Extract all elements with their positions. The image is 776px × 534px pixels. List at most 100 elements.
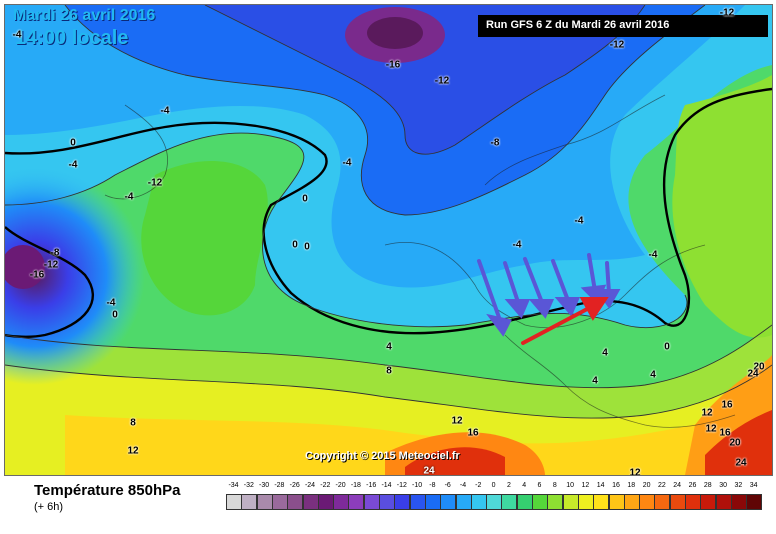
scale-tick-label: -18 <box>350 482 361 489</box>
coastline-europe <box>384 242 706 329</box>
isotherm-label: 0 <box>304 241 310 253</box>
isotherm-minus-4 <box>5 132 688 329</box>
scale-swatch <box>363 494 380 510</box>
isotherm-label: -4 <box>512 239 522 251</box>
scale-swatch <box>516 494 533 510</box>
isotherm-label: -12 <box>43 259 59 271</box>
scale-swatch <box>317 494 334 510</box>
isotherm-label: 12 <box>629 467 641 476</box>
scale-tick-label: -14 <box>381 482 392 489</box>
scale-tick-label: -16 <box>366 482 377 489</box>
scale-swatch <box>532 494 548 510</box>
isotherm-0-west <box>5 226 95 338</box>
coastline-greenland <box>104 104 168 200</box>
scale-tick-label: 4 <box>522 482 527 489</box>
isotherm-label: -12 <box>147 177 163 189</box>
scale-swatch <box>256 494 273 510</box>
scale-swatch <box>746 494 763 510</box>
run-banner: Run GFS 6 Z du Mardi 26 avril 2016 <box>478 15 768 37</box>
scale-tick-label: -32 <box>243 482 254 489</box>
coastline-mediterranean <box>504 334 736 428</box>
scale-tick-label: 18 <box>627 482 636 489</box>
isotherm-label: -4 <box>342 157 352 169</box>
scale-swatch <box>226 494 242 510</box>
scale-swatch <box>333 494 350 510</box>
scale-tick-label: 0 <box>491 482 496 489</box>
forecast-offset: (+ 6h) <box>34 501 64 513</box>
isotherm-0 <box>5 87 772 335</box>
scale-tick-label: -12 <box>396 482 407 489</box>
isotherm-label: 4 <box>650 369 656 381</box>
isotherm-label: -4 <box>124 191 134 203</box>
scale-tick-label: 20 <box>642 482 651 489</box>
isotherm-label: 12 <box>127 445 139 457</box>
scale-tick-label: -20 <box>335 482 346 489</box>
isotherm-label: -8 <box>490 137 500 149</box>
scale-tick-label: -6 <box>444 482 451 489</box>
western-low <box>5 165 145 385</box>
scale-swatch <box>302 494 319 510</box>
scale-swatch <box>440 494 457 510</box>
isotherm-label: -4 <box>68 159 78 171</box>
scale-tick-label: 32 <box>734 482 743 489</box>
scale-tick-label: 2 <box>506 482 511 489</box>
scale-swatch <box>486 494 503 510</box>
scale-swatch <box>470 494 487 510</box>
scale-tick-label: -30 <box>259 482 270 489</box>
temperature-map: Mardi 26 avril 2016 14:00 locale Run GFS… <box>4 4 773 476</box>
scale-tick-label: 24 <box>673 482 682 489</box>
scale-swatch <box>271 494 288 510</box>
color-scale: -34 -32 -30 -28 -26 -24 -22 -20 -18 -16 -14 -12 -10-… <box>226 482 766 518</box>
scale-swatch <box>669 494 686 510</box>
isotherm-label: -12 <box>719 7 735 19</box>
scale-tick-label: -26 <box>289 482 300 489</box>
coastline-scandinavia <box>484 94 666 186</box>
scale-tick-label: 26 <box>688 482 697 489</box>
isotherm-label: 8 <box>386 365 392 377</box>
isotherm-label: 12 <box>701 407 713 419</box>
scale-tick-label: -4 <box>459 482 467 489</box>
isotherm-label: -16 <box>385 59 401 71</box>
scale-swatch <box>348 494 365 510</box>
warm-air-arrow <box>521 297 609 345</box>
copyright-text: Copyright © 2015 Meteociel.fr <box>305 450 460 462</box>
scale-tick-label: -24 <box>304 482 316 489</box>
isotherm-label: 24 <box>423 465 435 476</box>
scale-tick-label: -8 <box>429 482 436 489</box>
isotherm-label: -16 <box>29 269 45 281</box>
isotherm-label: 20 <box>753 361 765 373</box>
scale-swatch <box>730 494 747 510</box>
isotherm-label: 20 <box>729 437 741 449</box>
atlantic-ridge-green <box>141 161 268 316</box>
scale-tick-label: 6 <box>537 482 542 489</box>
western-low-core <box>5 245 45 289</box>
isotherm-label: 0 <box>292 239 298 251</box>
isotherm-label: 4 <box>592 375 598 387</box>
scale-swatch <box>501 494 518 510</box>
isotherm-minus-12 <box>204 5 646 155</box>
scale-swatch <box>715 494 732 510</box>
scale-swatch <box>654 494 671 510</box>
scale-tick-label: 8 <box>552 482 557 489</box>
scale-swatch <box>577 494 594 510</box>
valid-date: Mardi 26 avril 2016 <box>13 7 156 24</box>
eastern-warm-sector <box>672 75 772 338</box>
isotherm-label: 16 <box>467 427 479 439</box>
isotherm-label: -8 <box>50 247 60 259</box>
scale-tick-label: 14 <box>596 482 605 489</box>
scale-tick-label: 30 <box>719 482 727 489</box>
isotherm-label: 4 <box>602 347 608 359</box>
scale-tick-label: 28 <box>703 482 712 489</box>
isotherm-label: -4 <box>160 105 170 117</box>
isotherm-label: 0 <box>302 193 308 205</box>
isotherm-label: -4 <box>574 215 584 227</box>
scale-tick-label: -28 <box>274 482 285 489</box>
scale-tick-label: -2 <box>475 482 482 489</box>
isotherm-8 <box>5 324 772 389</box>
scale-tick-label: -22 <box>320 482 331 489</box>
isotherm-label: 0 <box>70 137 76 149</box>
valid-time: 14:00 locale <box>15 27 129 49</box>
scale-tick-label: -34 <box>228 482 239 489</box>
scale-swatch <box>593 494 610 510</box>
